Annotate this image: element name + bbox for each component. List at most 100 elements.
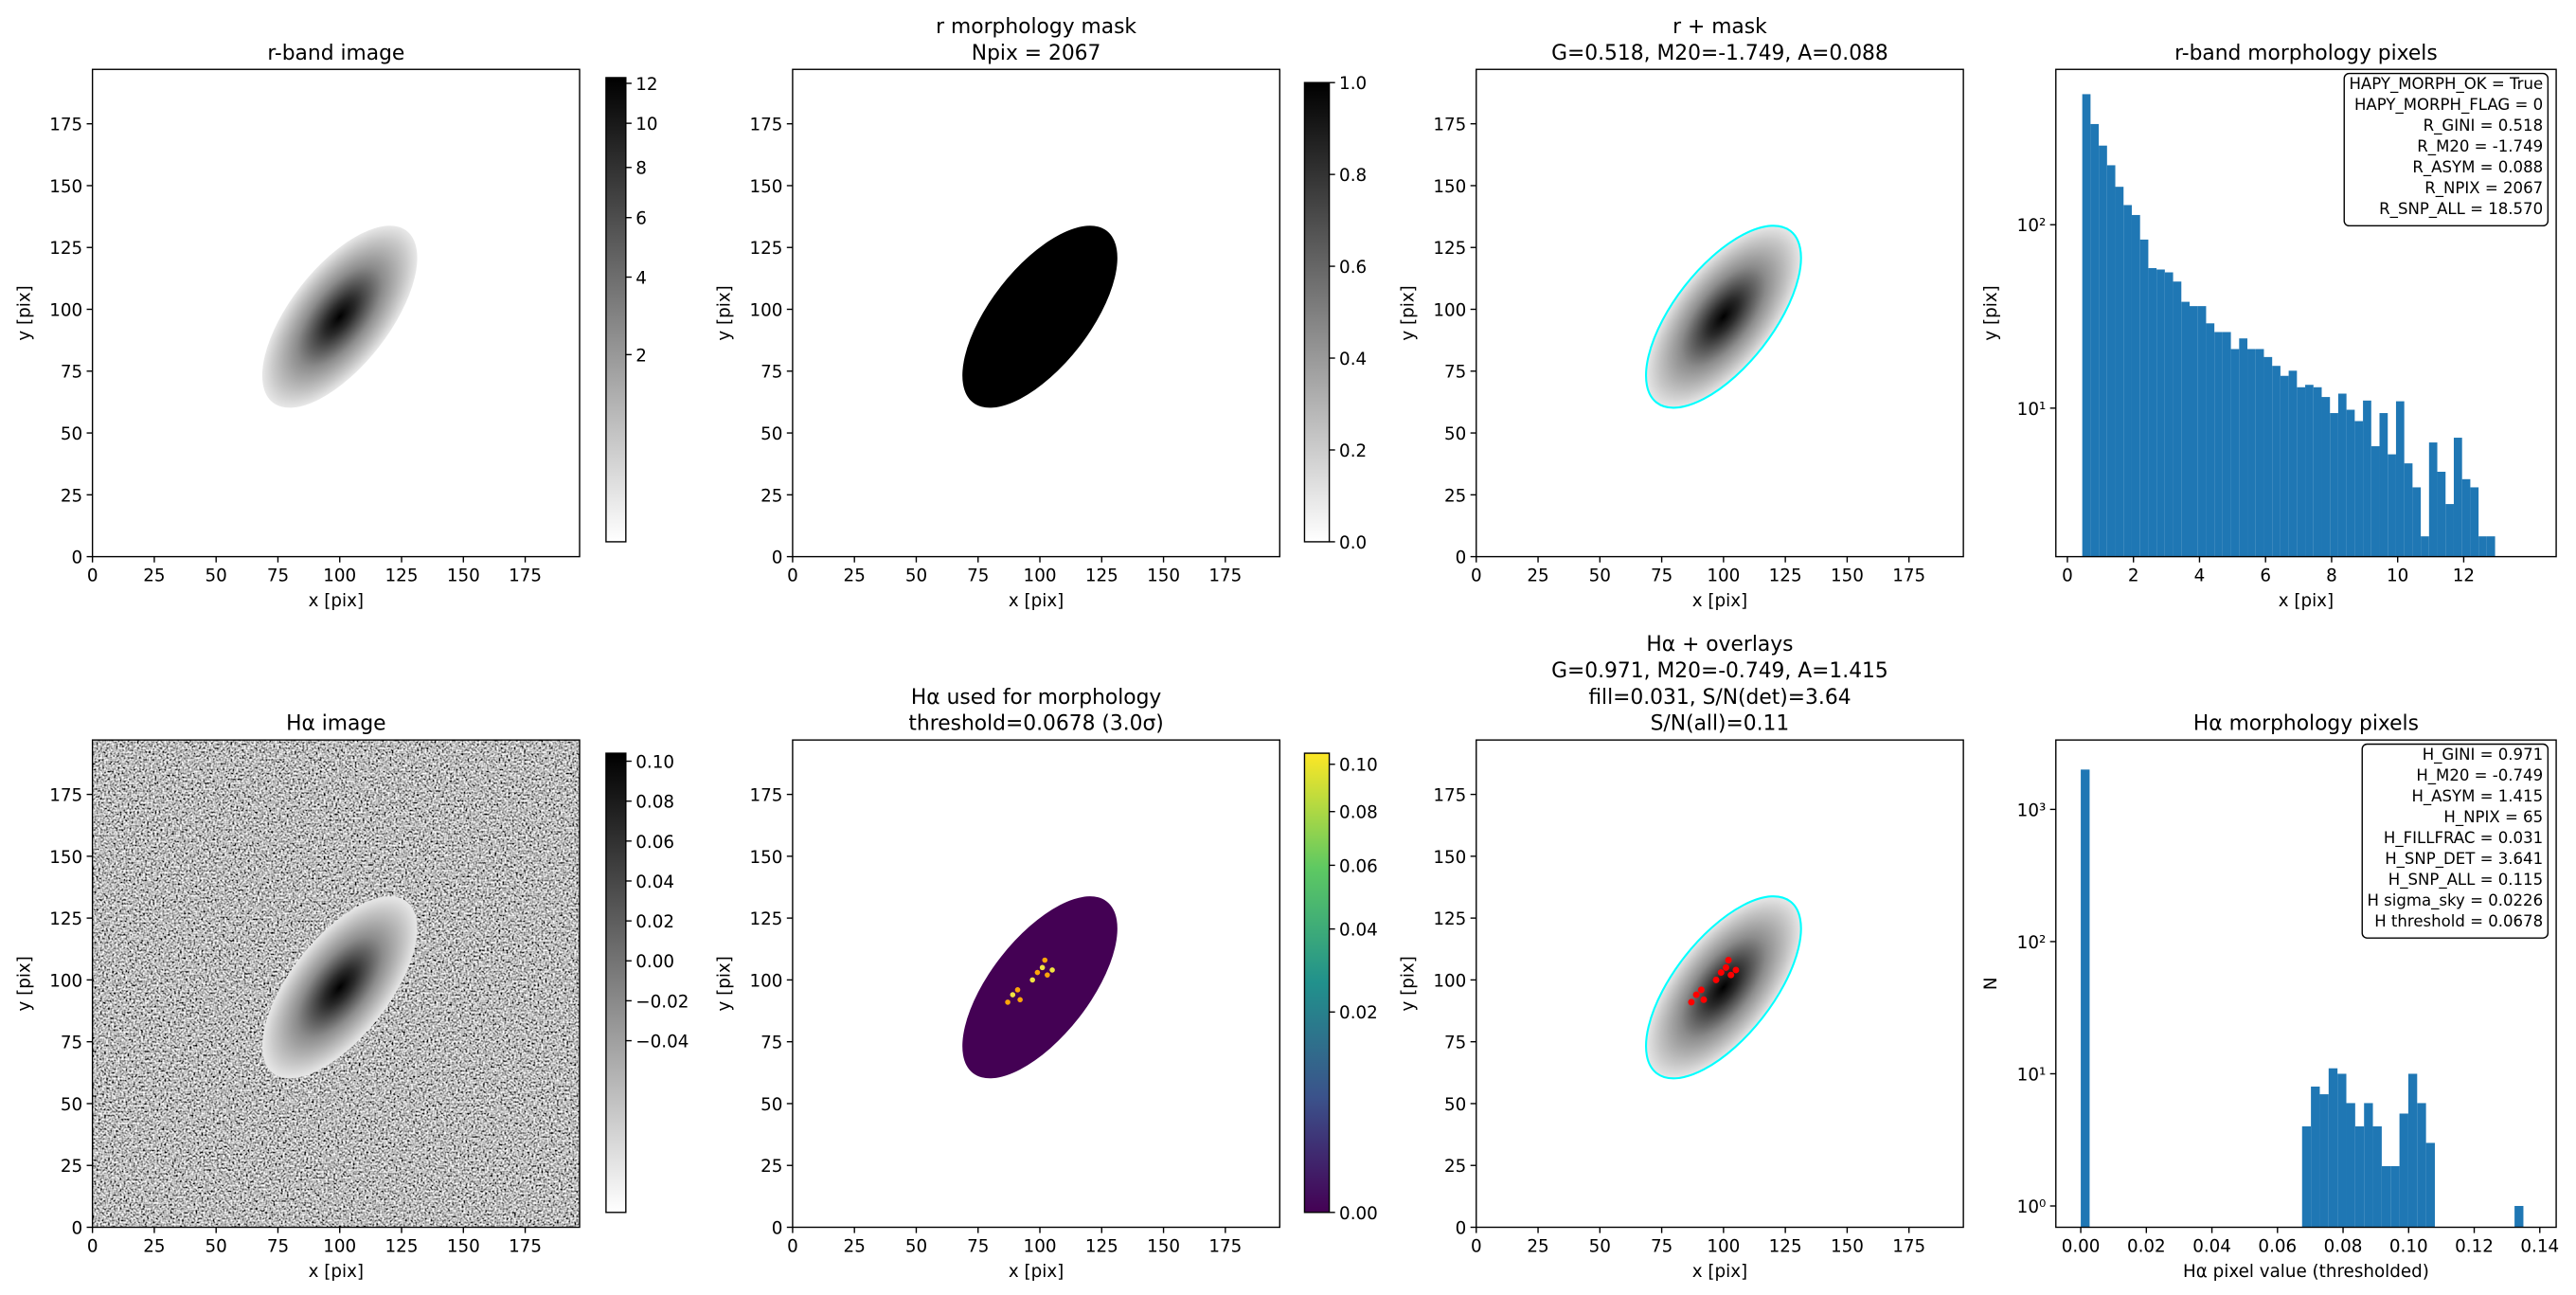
x-tick-label: 100 [1707,567,1740,586]
panel: 0 2 4 6 8 10 12 10¹ 10² x [pix] y [pix] r-band morp… [1981,42,2557,611]
hist-bar [2099,145,2107,557]
hist-bar [2280,375,2289,557]
hist-bar [2486,536,2496,557]
y-tick-label: 75 [760,363,782,383]
x-tick-label: 0.12 [2455,1237,2494,1257]
mask-contour [1644,895,1802,1080]
x-tick-label: 125 [385,1237,419,1257]
x-tick-label: 75 [1651,567,1673,586]
x-tick-label: 4 [2194,567,2206,586]
x-tick-label: 25 [844,1237,866,1257]
x-tick-label: 125 [1769,567,1802,586]
colorbar-tick-label: 0.0 [1339,533,1367,553]
plot-area [1644,895,1802,1080]
x-axis-label: x [pix] [1009,591,1064,611]
hist-bar [2090,123,2100,557]
hist-bar [2321,397,2331,557]
colorbar-tick-label: 0.10 [635,752,674,772]
hist-bar [2470,487,2479,557]
colorbar-tick-label: 0.4 [1339,350,1367,369]
x-tick-label: 0 [87,1237,98,1257]
galaxy [1646,896,1801,1079]
plot-area [2081,769,2524,1228]
y-tick-label: 75 [1444,1034,1466,1053]
annotation-line: H_GINI = 0.971 [2423,746,2543,764]
detected-pixel [1725,957,1732,964]
annotation-line: R_GINI = 0.518 [2424,117,2544,135]
y-tick-label: 25 [1444,1157,1466,1177]
annotation-line: R_SNP_ALL = 18.570 [2379,200,2543,219]
x-tick-label: 50 [905,567,927,586]
axes-frame [792,68,1280,558]
annotation: HAPY_MORPH_OK = True HAPY_MORPH_FLAG = 0 R… [2343,72,2549,227]
colorbar-tick-label: 0.02 [635,912,674,932]
colorbar [1303,81,1331,543]
y-tick-label: 25 [760,1157,782,1177]
x-axis-label: x [pix] [1692,1262,1747,1282]
y-tick-label: 50 [760,424,782,444]
x-tick-label: 175 [509,567,542,586]
y-tick-label: 150 [750,177,783,197]
hist-bar [2404,463,2413,557]
colorbar-tick-label: 4 [635,268,647,288]
hist-bar [2311,1086,2320,1228]
y-tick-label: 100 [49,300,82,320]
detected-pixel [1700,996,1708,1003]
hist-bar [2437,471,2446,557]
hist-bar [2407,1073,2418,1228]
y-axis-label: y [pix] [1399,285,1419,340]
y-tick-label: 75 [61,1034,82,1053]
x-axis-label: x [pix] [2279,591,2334,611]
galaxy [261,225,418,408]
hist-bar [2197,306,2207,557]
y-tick-label: 0 [772,549,783,568]
y-tick-label: 25 [1444,486,1466,506]
x-tick-label: 175 [509,1237,542,1257]
mask-contour [1644,225,1802,409]
y-tick-label: 125 [49,909,82,929]
x-tick-label: 8 [2326,567,2337,586]
hist-bar [2395,401,2405,557]
detected-pixel [1717,969,1725,977]
detected-pixel [1688,998,1695,1006]
y-tick-label: 75 [760,1034,782,1053]
y-axis-label: y [pix] [715,285,735,340]
hist-bar [2319,1094,2329,1228]
y-tick-label: 150 [49,848,82,868]
colorbar-tick-label: 0.04 [1339,921,1378,941]
panel: 0 25 50 75 100 125 150 175 0 25 50 75 100 125 150 175 x … [715,686,1378,1282]
panel: 0 25 50 75 100 125 150 175 0 25 50 75 100 125 150 175 x … [715,15,1367,611]
annotation-line: R_ASYM = 0.088 [2412,158,2543,177]
x-axis-label: x [pix] [309,591,364,611]
hist-bar [2255,349,2264,557]
annotation-line: R_M20 = -1.749 [2417,137,2543,156]
hist-bar [2263,356,2273,557]
panel-title: r + mask [1673,15,1767,39]
x-tick-label: 0 [787,567,798,586]
y-tick-label: 50 [760,1095,782,1115]
axes-frame [2055,739,2557,1229]
x-tick-label: 150 [447,567,480,586]
y-tick-label: 10¹ [2017,1065,2047,1085]
panel-title: Hα image [286,712,386,736]
hist-bar [2164,272,2174,557]
detected-pixel [1727,971,1735,979]
hist-bar [2115,187,2124,557]
y-axis-label: y [pix] [1981,285,2001,340]
colorbar-tick-label: 0.8 [1339,166,1367,186]
hist-bar [2305,385,2314,557]
x-tick-label: 75 [267,1237,289,1257]
panel-title: Hα morphology pixels [2193,712,2419,736]
hist-bar [2514,1206,2524,1228]
x-tick-label: 75 [1651,1237,1673,1257]
y-tick-label: 125 [750,909,783,929]
y-axis-label: y [pix] [715,956,735,1011]
y-tick-label: 100 [750,300,783,320]
hist-bar [2453,438,2462,557]
hist-bar [2364,1103,2373,1228]
plot-area [962,225,1118,408]
x-axis-label: x [pix] [1692,591,1747,611]
hist-bar [2399,1113,2408,1228]
hist-bar [2272,366,2281,557]
hist-bar [2425,1142,2435,1228]
